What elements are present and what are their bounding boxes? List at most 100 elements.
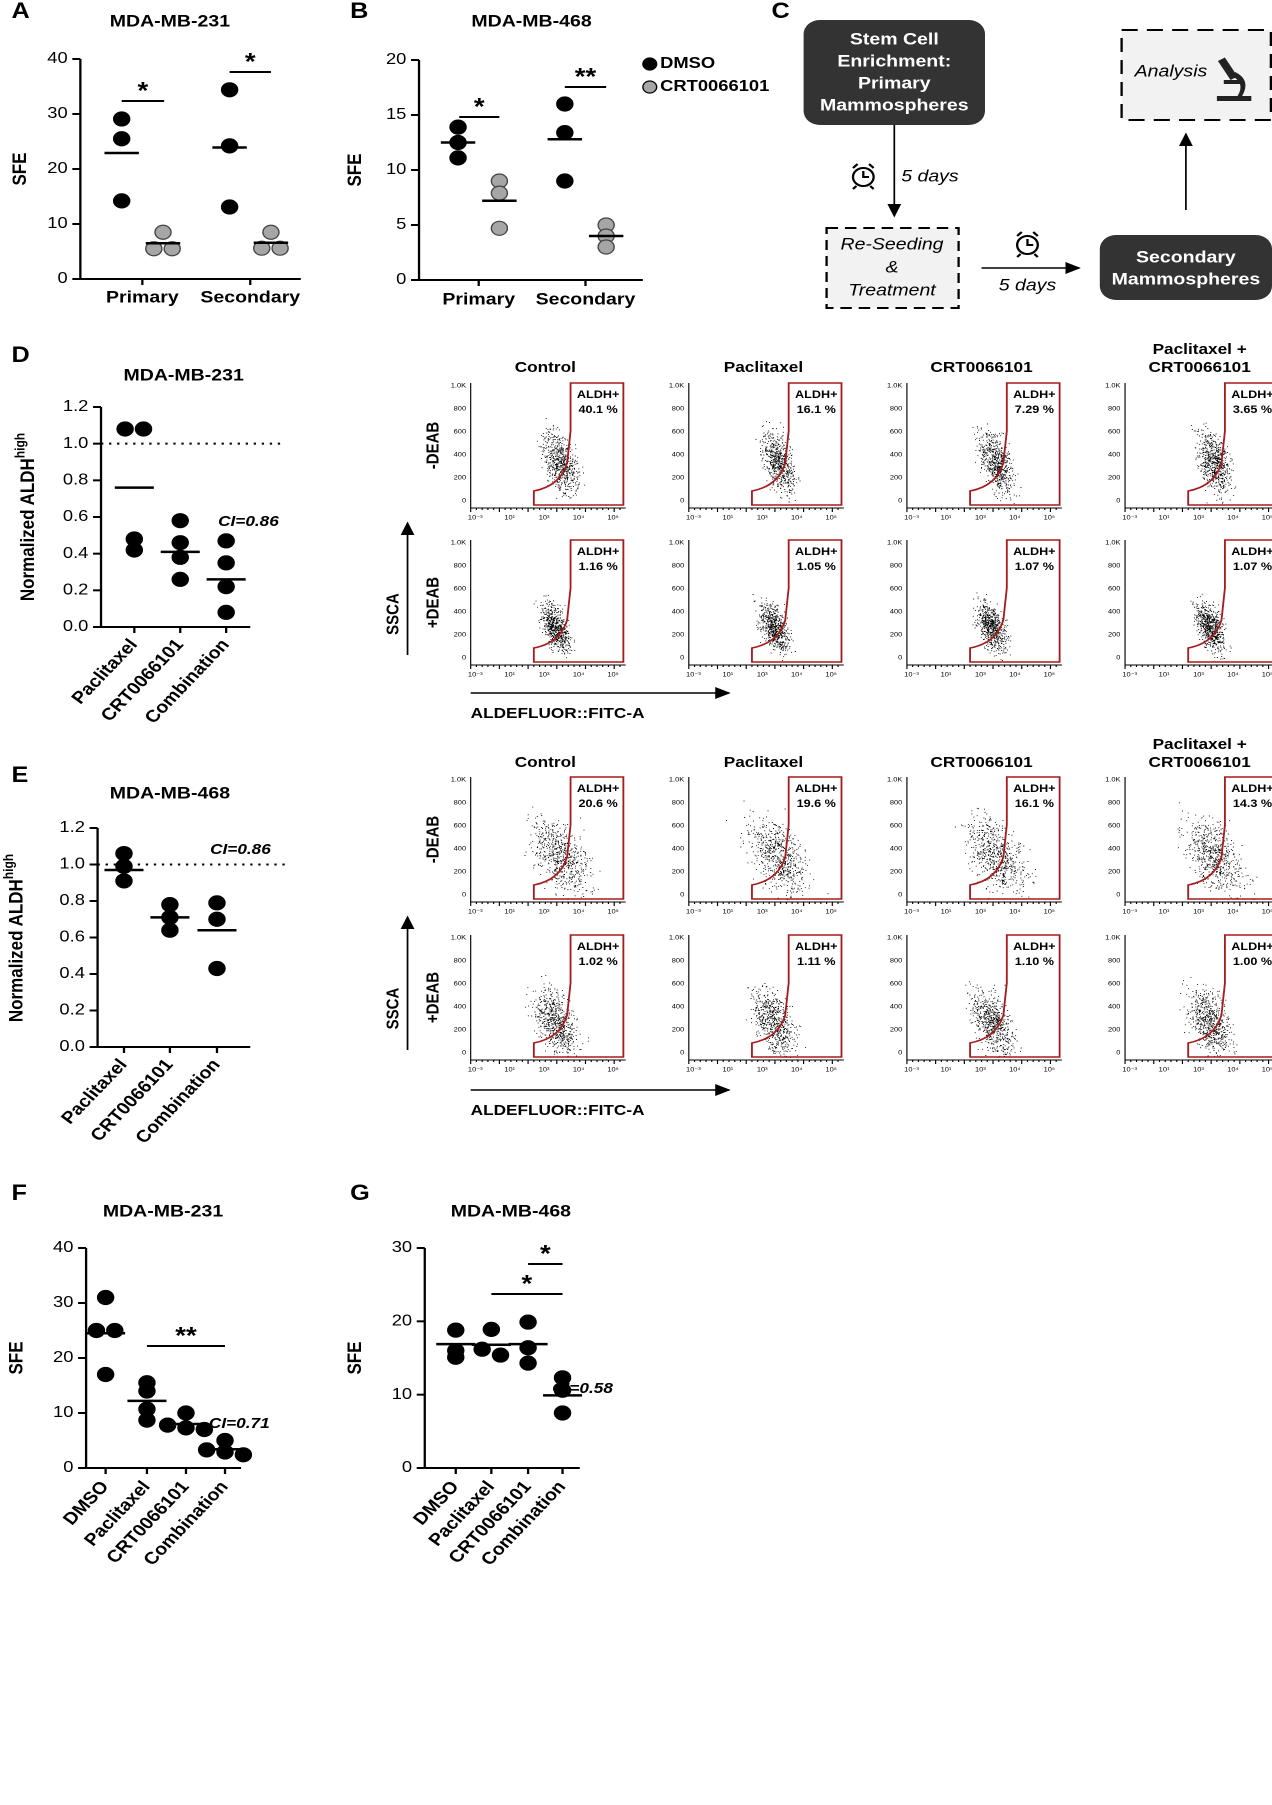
data-point <box>553 1382 572 1398</box>
gate <box>1187 776 1272 900</box>
flow-x-minor-ticks <box>1124 508 1270 512</box>
gate-percent: 1.11 % <box>797 955 836 968</box>
data-point <box>171 571 189 587</box>
y-tick-label: 0 <box>63 1457 73 1476</box>
flow-x-minor-ticks <box>906 1060 1057 1064</box>
flow-x-minor-ticks <box>688 665 839 669</box>
gate-label: ALDH+ <box>795 940 837 953</box>
flow-x-tick-label: 10³ <box>757 672 768 679</box>
gate-label: ALDH+ <box>795 545 837 558</box>
y-tick-label: 0.0 <box>63 616 89 635</box>
data-point <box>449 150 467 166</box>
y-tick-label: 0 <box>58 268 68 287</box>
y-tick-label: 20 <box>386 49 406 68</box>
gate-percent: 1.00 % <box>1233 955 1272 968</box>
flow-y-tick-label: 1.0K <box>887 777 903 784</box>
data-point <box>134 421 153 437</box>
y-tick-label: 0.4 <box>59 963 85 982</box>
gate <box>969 539 1061 663</box>
flow-x-tick-label: 10¹ <box>722 1067 733 1074</box>
flow-x-tick-label: 10⁵ <box>607 1067 618 1074</box>
gate <box>751 539 843 663</box>
data-point <box>145 241 163 257</box>
flow-y-tick-label: 200 <box>1108 632 1121 639</box>
data-point <box>216 1444 234 1460</box>
flow-y-tick-label: 600 <box>1108 981 1121 988</box>
y-tick-label: 40 <box>53 1237 73 1256</box>
data-point <box>220 82 239 98</box>
data-point <box>253 240 271 256</box>
data-point <box>208 895 226 911</box>
flow-y-tick-label: 0 <box>680 892 684 899</box>
flow-x-tick-label: 10³ <box>757 515 768 522</box>
flow-x-tick-label: 10⁴ <box>573 515 584 522</box>
column-title: Paclitaxel + <box>1153 341 1247 358</box>
node-box <box>1099 235 1272 300</box>
data-point <box>556 96 574 112</box>
flow-y-tick-label: 800 <box>454 406 467 413</box>
flow-x-tick-label: 10³ <box>975 1067 986 1074</box>
chart-title: MDA-MB-231 <box>124 365 244 385</box>
y-tick-label: 0.6 <box>63 506 89 525</box>
flow-y-tick-label: 400 <box>454 609 467 616</box>
flow-x-tick-label: 10³ <box>1193 515 1204 522</box>
flow-y-tick-label: 600 <box>1108 429 1121 436</box>
event-cloud <box>752 594 796 662</box>
flow-x-tick-label: 10⁵ <box>1262 1067 1272 1074</box>
flow-x-tick-label: 10¹ <box>722 909 733 916</box>
flow-x-minor-ticks <box>906 508 1057 512</box>
data-point <box>171 535 189 551</box>
flow-y-tick-label: 800 <box>890 563 903 570</box>
flow-y-tick-label: 0 <box>680 1050 684 1057</box>
x-tick-label: Secondary <box>536 289 637 309</box>
data-point <box>138 1412 156 1428</box>
clock-icon <box>1015 231 1039 258</box>
row-label: +DEAB <box>424 972 443 1023</box>
y-tick-label: 1.0 <box>63 433 89 452</box>
y-tick-label: 1.2 <box>59 817 85 836</box>
flow-x-tick-label: 10⁴ <box>1009 515 1020 522</box>
flow-y-tick-label: 600 <box>890 823 903 830</box>
flow-y-tick-label: 1.0K <box>451 540 467 547</box>
y-tick-label: 0.2 <box>59 1000 85 1019</box>
flow-y-tick-label: 600 <box>454 981 467 988</box>
flow-x-tick-label: 10¹ <box>941 515 952 522</box>
flow-x-tick-label: 10⁻³ <box>904 1067 919 1074</box>
gate-label: ALDH+ <box>577 545 619 558</box>
flow-x-tick-label: 10⁻³ <box>468 515 483 522</box>
flow-y-tick-label: 400 <box>672 846 685 853</box>
flow-x-tick-label: 10⁻³ <box>1122 1067 1137 1074</box>
y-tick-label: 20 <box>53 1347 73 1366</box>
y-axis-label-text: Normalized ALDH <box>4 879 26 1022</box>
event-cloud <box>1177 802 1258 901</box>
y-tick-label: 10 <box>386 159 406 178</box>
flow-x-tick-label: 10³ <box>1193 672 1204 679</box>
flow-y-tick-label: 800 <box>672 958 685 965</box>
flow-y-tick-label: 200 <box>454 869 467 876</box>
data-point <box>553 1405 572 1421</box>
flow-y-tick-label: 1.0K <box>451 777 467 784</box>
data-point <box>556 125 574 141</box>
flow-x-tick-label: 10³ <box>975 515 986 522</box>
y-tick-label: 0.0 <box>59 1036 85 1055</box>
flow-x-tick-label: 10³ <box>1193 1067 1204 1074</box>
flow-x-tick-label: 10¹ <box>941 672 952 679</box>
y-tick-label: 0 <box>396 269 406 288</box>
significance-label: * <box>474 94 486 120</box>
node-label: Stem Cell <box>850 29 939 49</box>
flow-x-tick-label: 10⁴ <box>1227 1067 1238 1074</box>
flow-y-tick-label: 600 <box>672 823 685 830</box>
flow-y-tick-label: 200 <box>890 632 903 639</box>
y-tick-label: 20 <box>47 158 67 177</box>
data-point <box>234 1447 253 1463</box>
flow-x-tick-label: 10⁻³ <box>468 672 483 679</box>
flow-x-tick-label: 10⁻³ <box>904 672 919 679</box>
data-point <box>217 604 235 620</box>
flow-x-tick-label: 10¹ <box>1159 909 1170 916</box>
gate-percent: 1.07 % <box>1233 560 1272 573</box>
gate-percent: 7.29 % <box>1015 403 1055 416</box>
flow-y-tick-label: 600 <box>890 429 903 436</box>
flow-y-tick-label: 400 <box>1108 1004 1121 1011</box>
flow-y-tick-label: 600 <box>672 586 685 593</box>
